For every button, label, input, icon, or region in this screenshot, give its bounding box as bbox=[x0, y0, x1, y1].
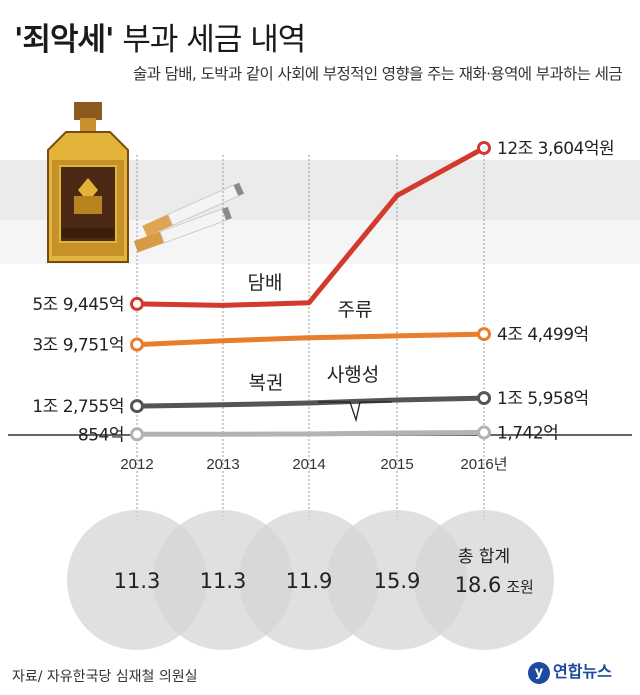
series-name-gambling: 사행성 bbox=[327, 364, 379, 386]
series-line-gambling bbox=[134, 430, 487, 437]
series-point-tobacco bbox=[130, 296, 144, 311]
yonhap-logo: y 연합뉴스 bbox=[528, 658, 612, 684]
start-label-lottery: 1조 2,755억 bbox=[32, 397, 124, 417]
x-tick-label: 2015 bbox=[380, 456, 413, 473]
total-value-label: 15.9 bbox=[374, 569, 421, 593]
total-value-label: 18.6 bbox=[455, 573, 502, 597]
series-line-tobacco bbox=[134, 145, 487, 308]
total-circle bbox=[414, 510, 554, 650]
chart-series bbox=[130, 140, 491, 442]
series-point-alcohol bbox=[130, 337, 144, 352]
start-label-gambling: 854억 bbox=[78, 425, 124, 445]
title-rest: 부과 세금 내역 bbox=[113, 22, 306, 58]
title-quoted: '죄악세' bbox=[14, 22, 115, 58]
start-label-alcohol: 3조 9,751억 bbox=[32, 336, 124, 356]
series-point-tobacco bbox=[477, 140, 491, 155]
total-value-label: 11.3 bbox=[114, 569, 161, 593]
x-axis-ticks: 2012 2013 2014 2015 2016년 bbox=[120, 456, 507, 473]
series-point-lottery bbox=[477, 391, 491, 406]
liquor-bottle-icon bbox=[47, 102, 129, 263]
series-name-lottery: 복권 bbox=[249, 372, 284, 394]
series-point-alcohol bbox=[477, 327, 491, 342]
total-value-label: 11.3 bbox=[200, 569, 247, 593]
series-line-alcohol bbox=[134, 331, 487, 348]
series-name-alcohol: 주류 bbox=[338, 299, 373, 321]
end-label-tobacco: 12조 3,604억원 bbox=[497, 139, 614, 159]
series-point-gambling bbox=[130, 427, 144, 442]
source-note: 자료/ 자유한국당 심재철 의원실 bbox=[12, 669, 198, 685]
series-point-lottery bbox=[130, 399, 144, 414]
start-label-tobacco: 5조 9,445억 bbox=[32, 295, 124, 315]
series-point-gambling bbox=[477, 425, 491, 440]
yonhap-logo-text: 연합뉴스 bbox=[553, 662, 612, 681]
total-unit-label: 조원 bbox=[506, 578, 534, 596]
x-tick-label: 2012 bbox=[120, 456, 153, 473]
series-name-tobacco: 담배 bbox=[248, 272, 283, 294]
yonhap-logo-icon: y bbox=[528, 661, 550, 684]
end-label-alcohol: 4조 4,499억 bbox=[497, 325, 589, 345]
series-line-lottery bbox=[134, 395, 487, 409]
total-circles bbox=[67, 510, 554, 650]
series-callout-gambling bbox=[318, 401, 392, 423]
x-tick-label: 2013 bbox=[206, 456, 239, 473]
chart-gridlines bbox=[136, 155, 485, 520]
total-prefix-label: 총 합계 bbox=[458, 547, 510, 567]
x-tick-label: 2014 bbox=[292, 456, 325, 473]
page-subtitle: 술과 담배, 도박과 같이 사회에 부정적인 영향을 주는 재화·용역에 부과하… bbox=[132, 65, 623, 83]
end-label-gambling: 1,742억 bbox=[497, 424, 558, 444]
chart-labels: 11.3 11.3 11.9 15.9 총 합계 18.6 조원 5조 9,445억 12조 3… bbox=[32, 139, 614, 597]
x-tick-label: 2016년 bbox=[460, 456, 507, 473]
cigarette-icon bbox=[133, 182, 245, 253]
page-title: '죄악세' 부과 세금 내역 bbox=[14, 14, 306, 59]
end-label-lottery: 1조 5,958억 bbox=[497, 389, 589, 409]
total-value-label: 11.9 bbox=[286, 569, 333, 593]
